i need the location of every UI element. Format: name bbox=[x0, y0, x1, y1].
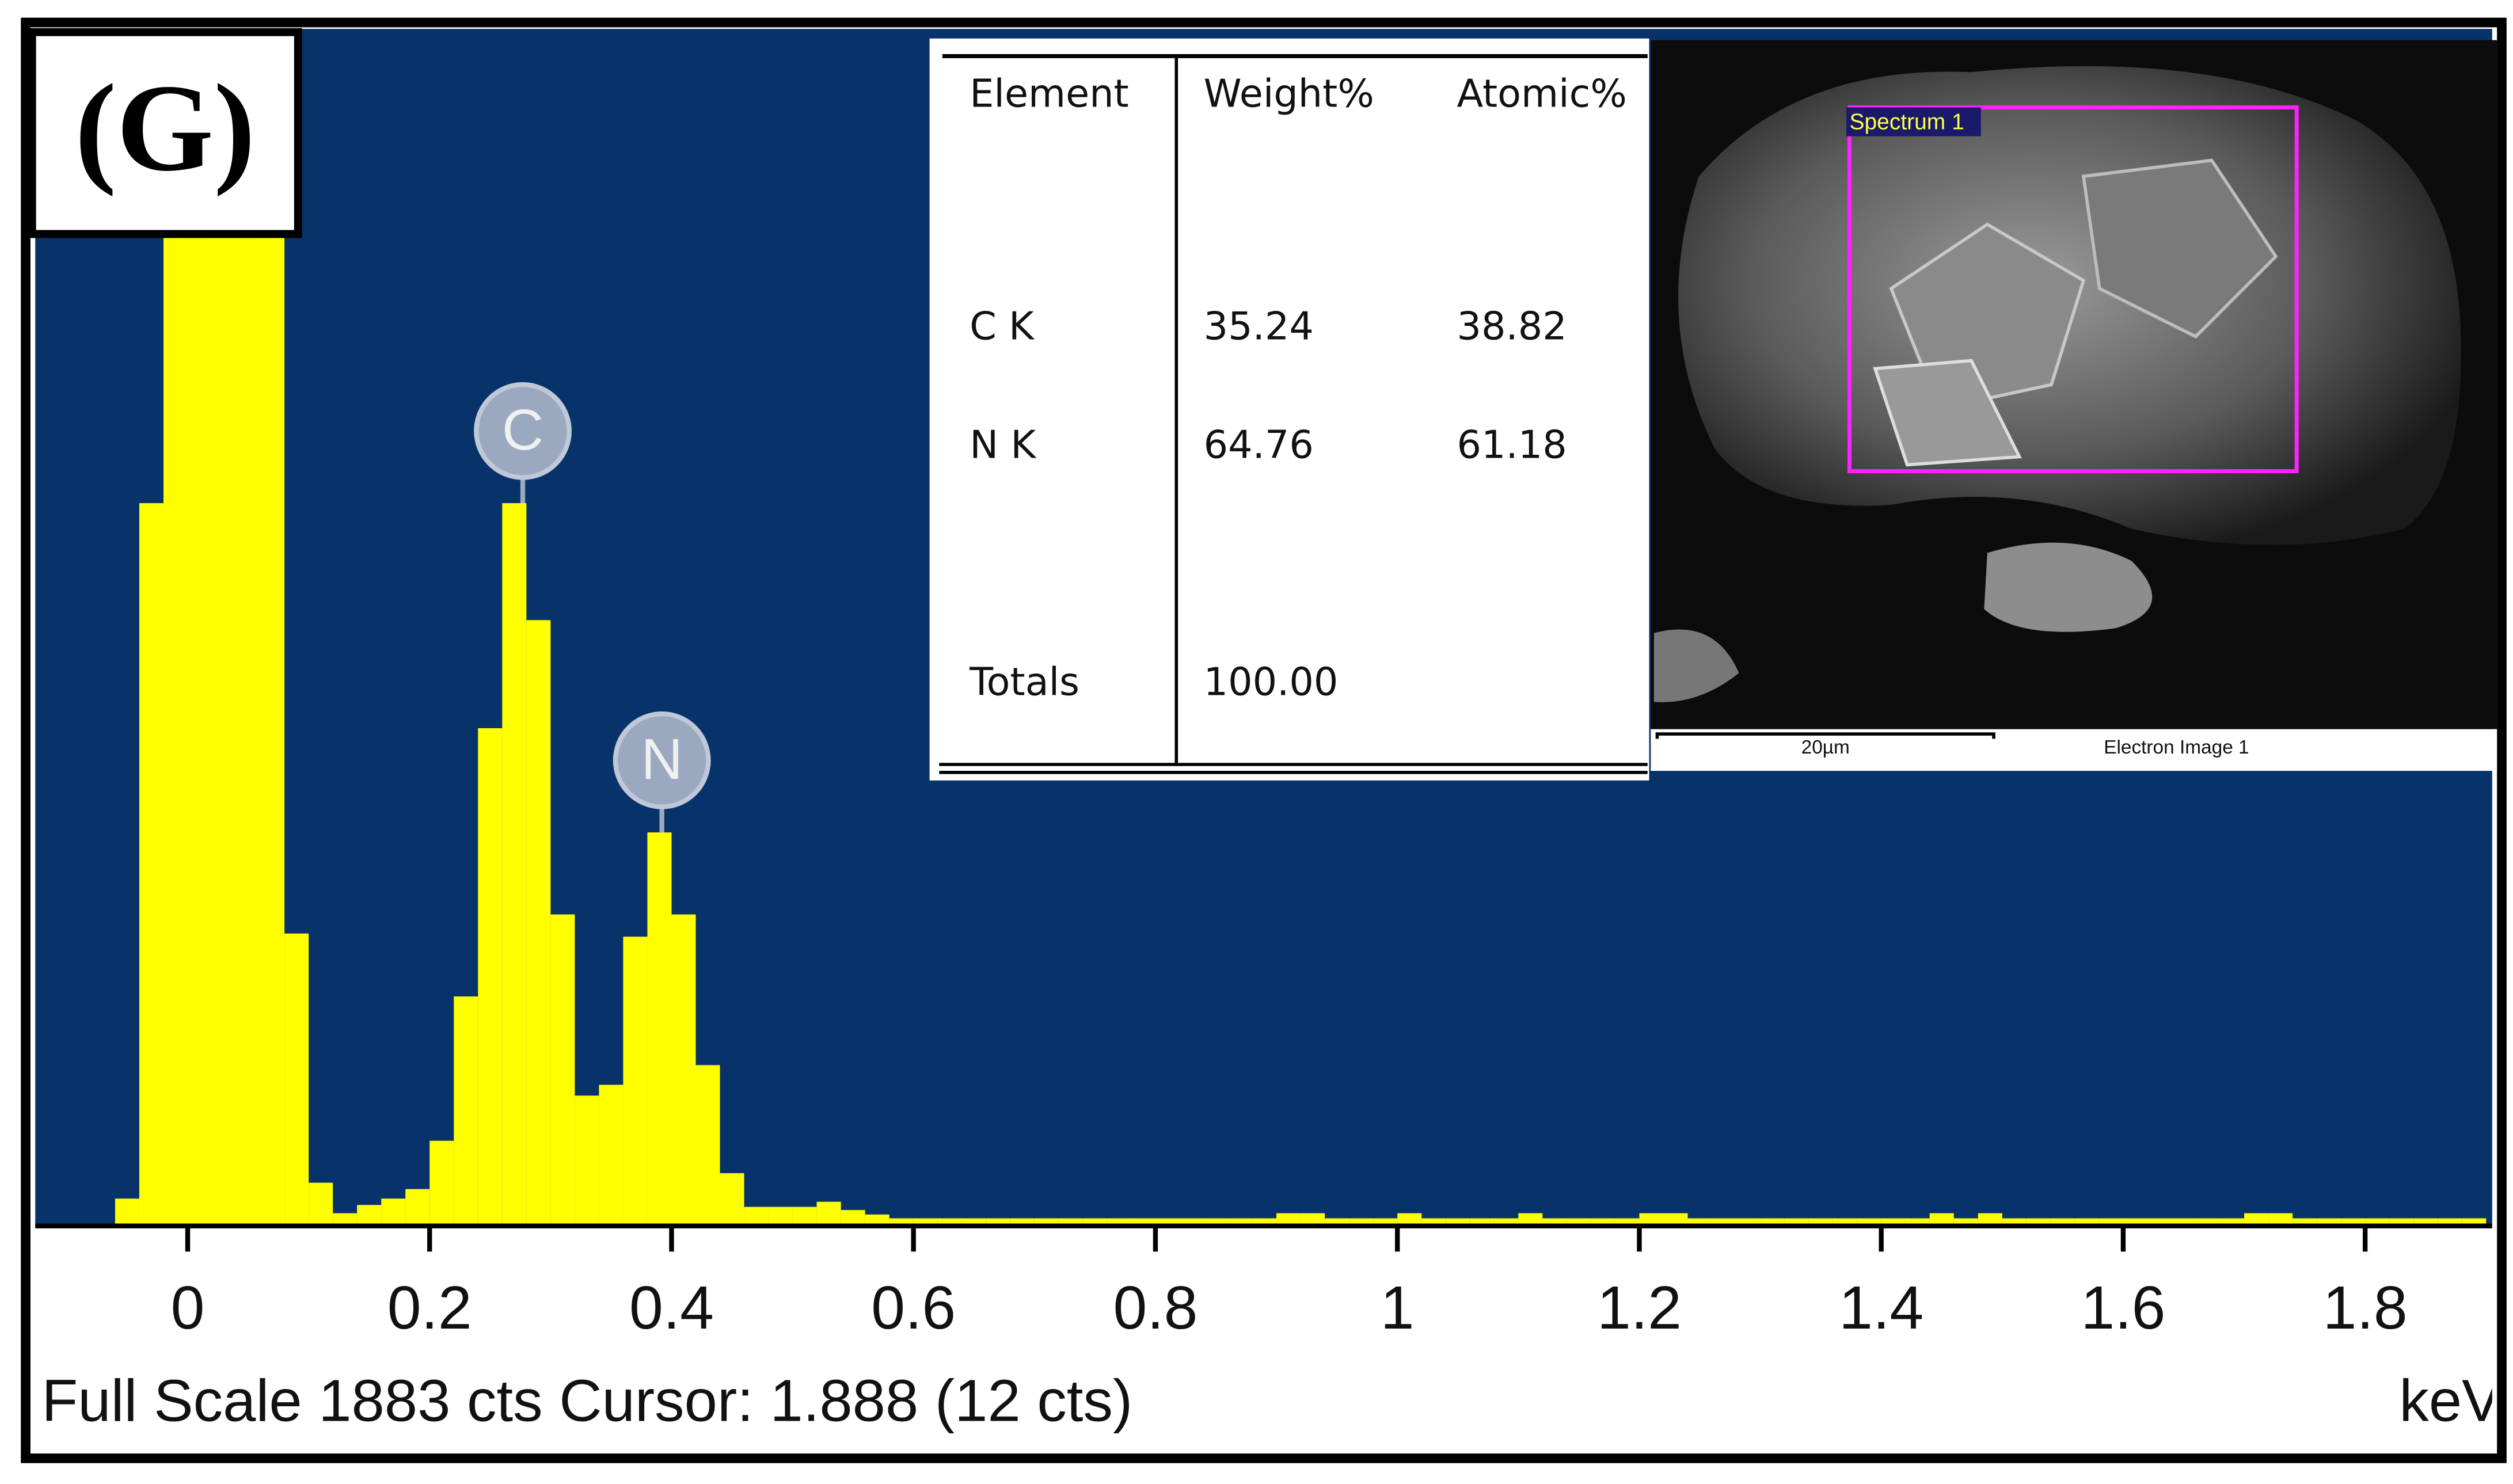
image-caption: Electron Image 1 bbox=[2104, 737, 2249, 758]
spectrum-region bbox=[1847, 105, 2299, 474]
bar bbox=[381, 1198, 406, 1226]
bar bbox=[405, 1189, 430, 1226]
bar bbox=[284, 933, 309, 1226]
x-tick-label: 0.2 bbox=[387, 1274, 472, 1342]
x-axis-ticks: 0 0.2 0.4 0.6 0.8 1 1.2 1.4 1.6 1.8 bbox=[171, 1226, 2408, 1342]
bar bbox=[115, 1198, 139, 1226]
bar bbox=[1663, 1213, 1688, 1226]
table-header: Weight% bbox=[1204, 71, 1374, 116]
bar bbox=[429, 1140, 454, 1226]
bar bbox=[599, 1085, 624, 1226]
x-axis-label: keV bbox=[2399, 1368, 2501, 1434]
table-header: Element bbox=[970, 71, 1129, 116]
x-tick-label: 0.4 bbox=[629, 1274, 714, 1342]
bar bbox=[720, 1173, 744, 1226]
bar bbox=[792, 1207, 817, 1226]
bar bbox=[841, 1210, 865, 1226]
bar bbox=[1929, 1213, 1954, 1226]
table-cell: 38.82 bbox=[1457, 303, 1567, 348]
bar bbox=[139, 503, 164, 1226]
region-label: Spectrum 1 bbox=[1850, 110, 1964, 135]
table-cell: 35.24 bbox=[1204, 303, 1314, 348]
x-tick-label: 1.6 bbox=[2081, 1274, 2165, 1342]
bar bbox=[1301, 1213, 1325, 1226]
bar bbox=[1978, 1213, 2002, 1226]
result-table: Element Weight% Atomic% C K 35.24 38.82 … bbox=[929, 38, 1649, 781]
bar bbox=[865, 1214, 889, 1226]
peak-label: N bbox=[641, 727, 682, 792]
peak-label: C bbox=[502, 398, 543, 462]
table-bg bbox=[929, 38, 1649, 781]
particle bbox=[1984, 542, 2153, 632]
bar bbox=[526, 620, 551, 1226]
bar bbox=[1639, 1213, 1664, 1226]
x-tick-label: 0.6 bbox=[871, 1274, 956, 1342]
scale-bar-label: 20µm bbox=[1801, 737, 1850, 758]
x-tick-label: 1 bbox=[1381, 1274, 1415, 1342]
bar bbox=[357, 1205, 382, 1226]
bar bbox=[309, 1182, 333, 1226]
peak-labels: CN bbox=[474, 382, 711, 833]
peak-marker bbox=[474, 382, 572, 480]
table-cell: 64.76 bbox=[1204, 422, 1314, 467]
bar bbox=[575, 1095, 599, 1226]
table-cell: 100.00 bbox=[1204, 659, 1339, 704]
bar bbox=[2244, 1213, 2269, 1226]
bar bbox=[768, 1207, 793, 1226]
x-tick-label: 1.2 bbox=[1597, 1274, 1682, 1342]
x-tick-label: 1.8 bbox=[2323, 1274, 2408, 1342]
status-text: Full Scale 1883 cts Cursor: 1.888 (12 ct… bbox=[41, 1368, 1132, 1434]
table-cell: 61.18 bbox=[1457, 422, 1567, 467]
panel-label: (G) bbox=[75, 59, 256, 197]
sem-image: Spectrum 1 20µm Electron Image 1 bbox=[1651, 40, 2497, 771]
x-tick-label: 0.8 bbox=[1113, 1274, 1197, 1342]
bar bbox=[1397, 1213, 1422, 1226]
x-tick-label: 0 bbox=[171, 1274, 205, 1342]
image-footer bbox=[1651, 729, 2497, 771]
bar bbox=[333, 1213, 358, 1226]
table-cell: N K bbox=[970, 422, 1037, 467]
region-label-bg bbox=[1846, 107, 1981, 136]
table-cell: Totals bbox=[969, 659, 1079, 704]
facet bbox=[1873, 359, 2022, 467]
bar bbox=[454, 996, 478, 1226]
bar bbox=[502, 503, 527, 1226]
particle bbox=[1653, 629, 1739, 702]
table-cell: C K bbox=[970, 303, 1035, 348]
bar bbox=[695, 1065, 720, 1226]
x-label-clip: keV bbox=[2399, 1368, 2501, 1434]
x-tick-label: 1.4 bbox=[1839, 1274, 1923, 1342]
bar bbox=[550, 914, 575, 1226]
peak-marker bbox=[613, 711, 711, 809]
bar bbox=[1276, 1213, 1301, 1226]
table-header: Atomic% bbox=[1457, 71, 1626, 116]
bar bbox=[744, 1207, 769, 1226]
bar bbox=[1518, 1213, 1543, 1226]
bar bbox=[671, 914, 696, 1226]
panel-label-box bbox=[28, 28, 302, 238]
bar bbox=[647, 832, 672, 1226]
bar bbox=[816, 1201, 841, 1226]
bar bbox=[478, 728, 503, 1226]
bar bbox=[2268, 1213, 2293, 1226]
facet bbox=[2081, 158, 2278, 339]
scale-bar bbox=[1655, 732, 1995, 739]
bar bbox=[623, 937, 648, 1226]
